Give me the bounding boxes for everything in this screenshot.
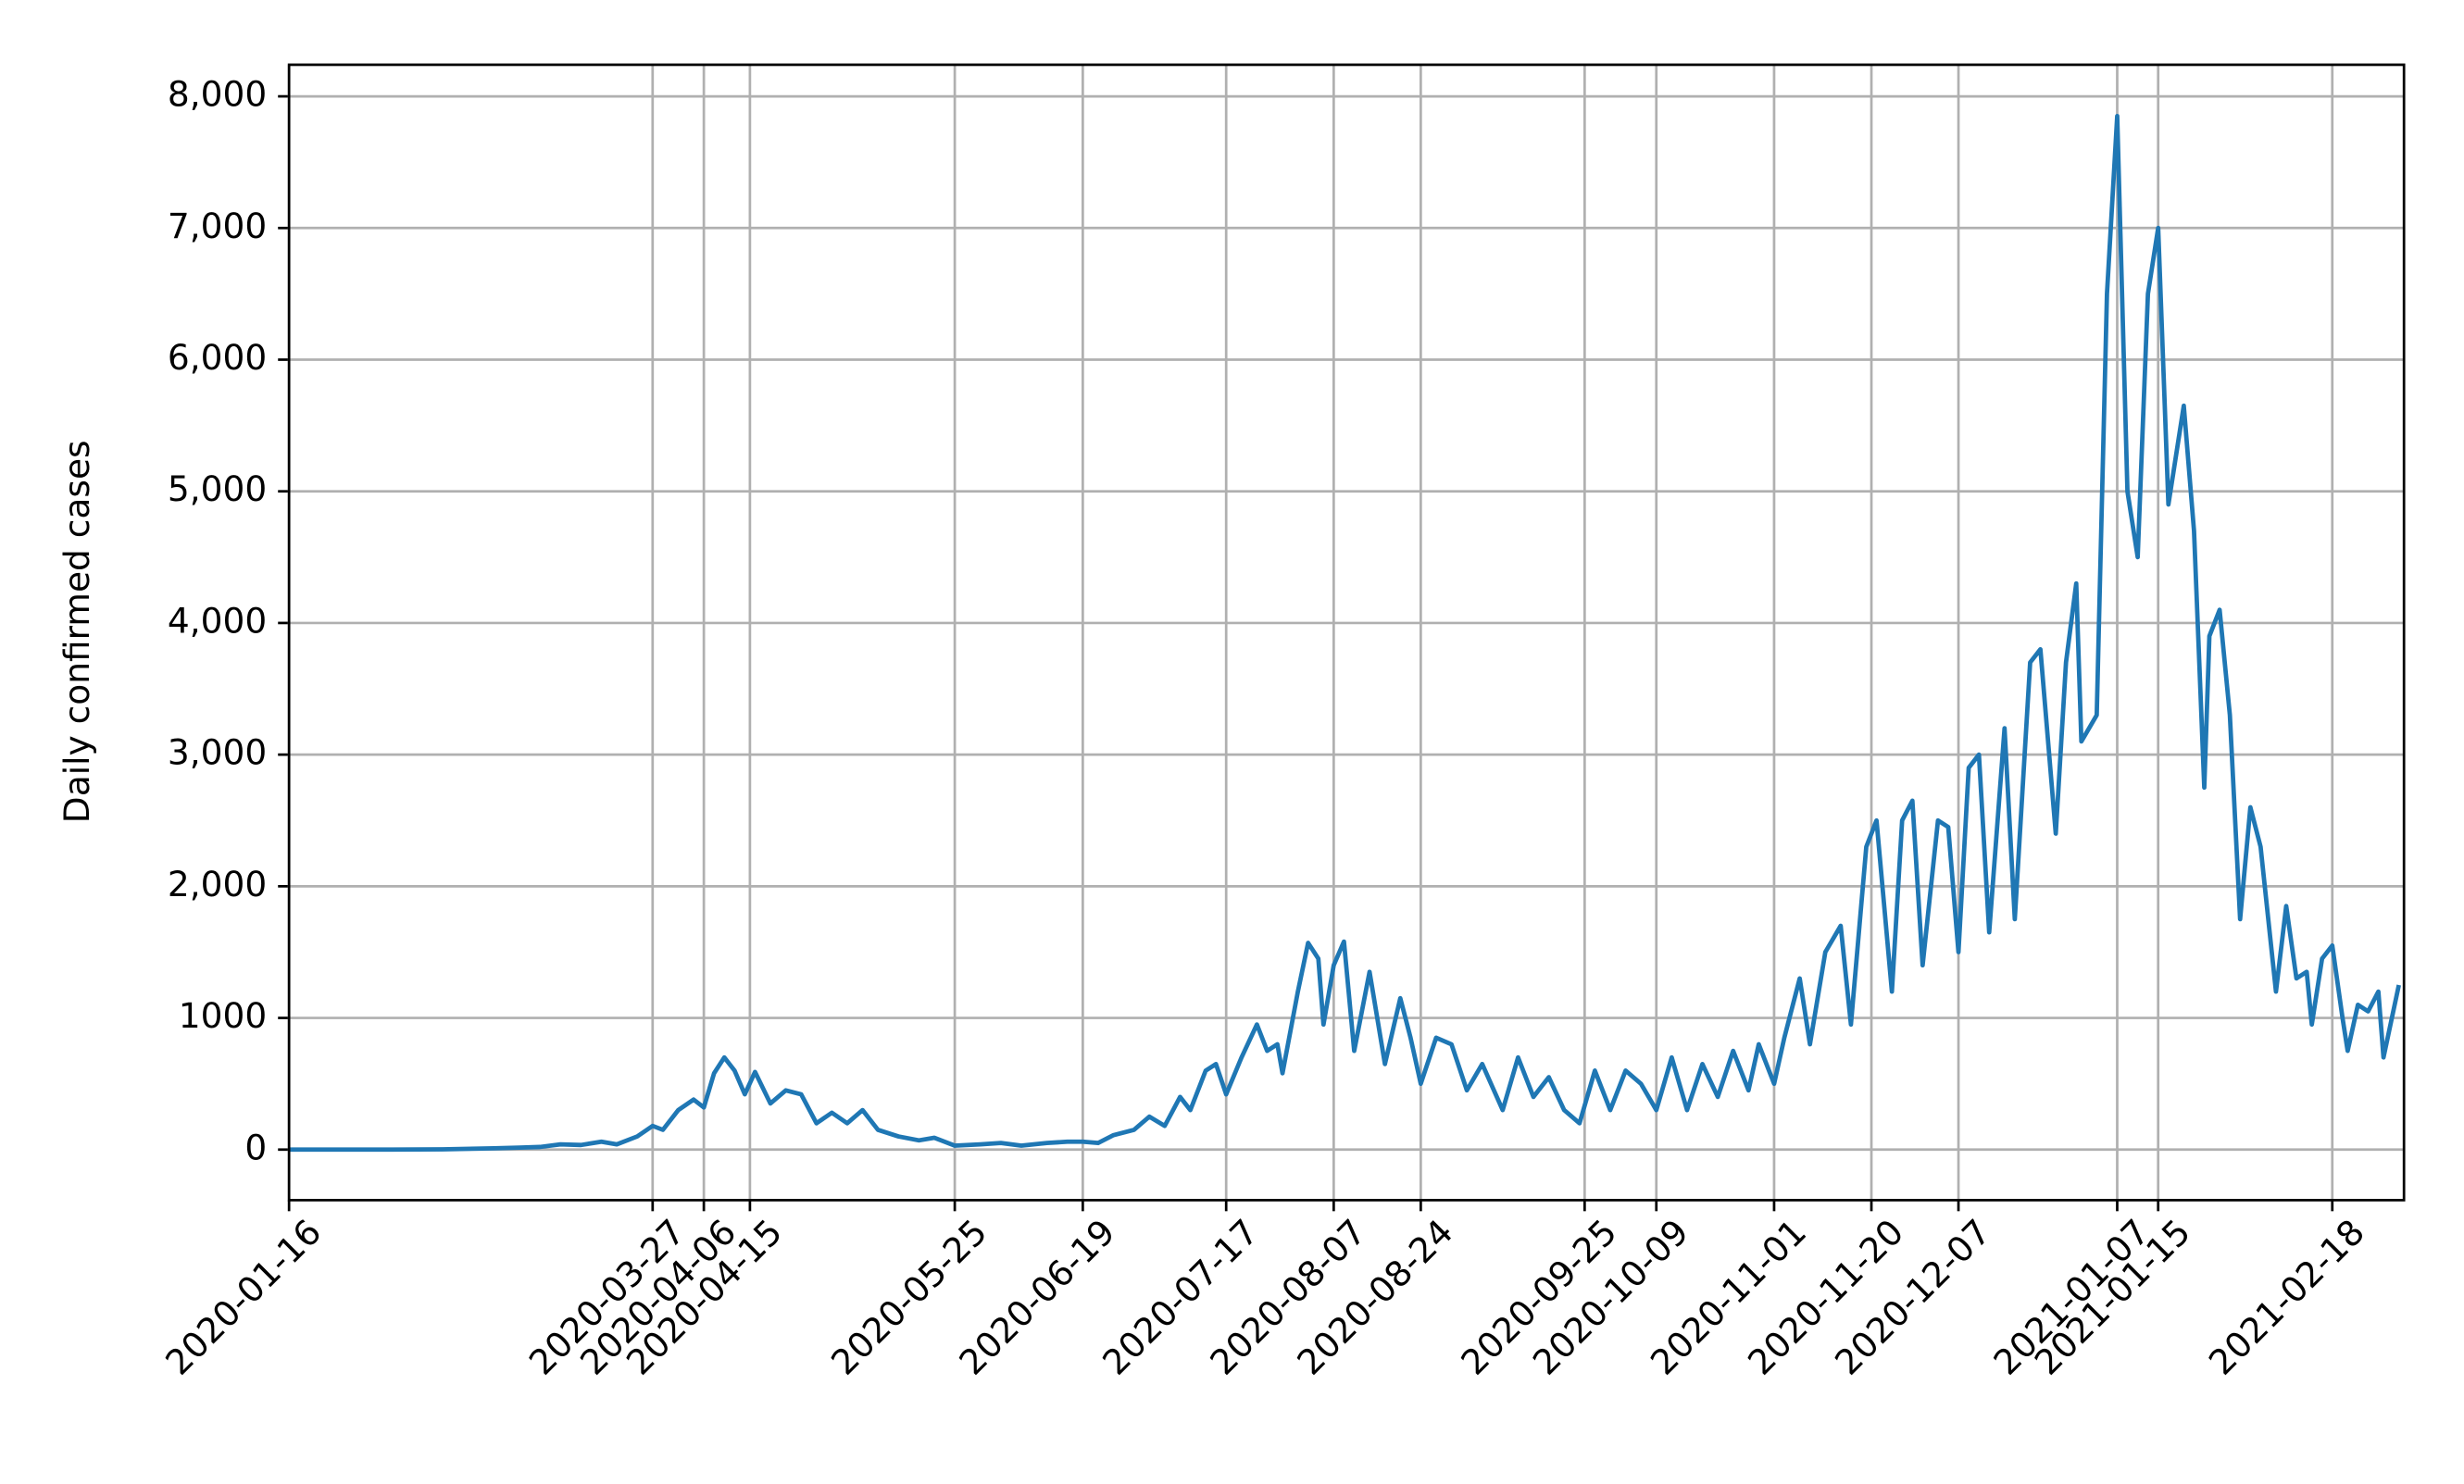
x-tick-label: 2021-02-18 (2201, 1211, 2372, 1382)
grid: 0 1000 2,000 3,000 4,000 5,000 6,000 7,000 8,000… (157, 64, 2405, 1383)
y-tick-label: 3,000 (168, 732, 267, 773)
y-tick-label: 1000 (179, 995, 267, 1036)
plot-frame (287, 63, 2406, 1202)
y-tick-label: 6,000 (168, 337, 267, 378)
y-tick-label: 7,000 (168, 206, 267, 246)
y-tick-label: 0 (244, 1127, 267, 1167)
x-tick-label: 2020-01-16 (157, 1211, 329, 1382)
plot-area (289, 114, 2401, 1153)
y-tick-label: 8,000 (168, 74, 267, 115)
y-tick-label: 4,000 (168, 600, 267, 641)
y-tick-label: 2,000 (168, 864, 267, 904)
data-line (289, 114, 2401, 1153)
y-tick-label: 5,000 (168, 468, 267, 509)
y-axis-label: Daily confirmed cases (56, 440, 97, 823)
